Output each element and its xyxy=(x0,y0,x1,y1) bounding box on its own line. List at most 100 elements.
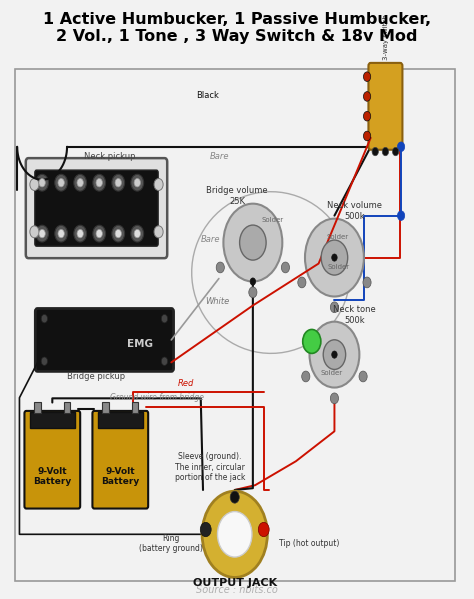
Text: 9-Volt
Battery: 9-Volt Battery xyxy=(33,467,72,486)
Circle shape xyxy=(303,329,321,353)
FancyBboxPatch shape xyxy=(25,411,80,509)
Circle shape xyxy=(323,340,346,370)
FancyBboxPatch shape xyxy=(92,411,148,509)
Circle shape xyxy=(372,147,378,156)
Circle shape xyxy=(161,314,168,323)
Text: Solder: Solder xyxy=(321,370,343,376)
FancyBboxPatch shape xyxy=(102,402,109,413)
Circle shape xyxy=(310,322,359,388)
Text: Tip (hot output): Tip (hot output) xyxy=(279,539,339,548)
FancyBboxPatch shape xyxy=(15,69,455,581)
Circle shape xyxy=(30,226,39,238)
Circle shape xyxy=(39,229,46,238)
Text: OUTPUT JACK: OUTPUT JACK xyxy=(192,579,277,588)
Text: Solder: Solder xyxy=(328,264,350,270)
Circle shape xyxy=(218,512,252,557)
Text: Solder: Solder xyxy=(326,234,348,240)
Circle shape xyxy=(77,179,83,187)
Text: 3-way switch: 3-way switch xyxy=(383,14,389,60)
Circle shape xyxy=(41,357,47,365)
Circle shape xyxy=(131,225,144,242)
Text: 1 Active Humbucker, 1 Passive Humbucker,
2 Vol., 1 Tone , 3 Way Switch & 18v Mod: 1 Active Humbucker, 1 Passive Humbucker,… xyxy=(43,12,431,44)
Circle shape xyxy=(154,226,163,238)
Circle shape xyxy=(397,142,405,152)
Circle shape xyxy=(36,174,48,191)
Circle shape xyxy=(55,225,67,242)
Circle shape xyxy=(93,174,106,191)
Circle shape xyxy=(321,240,348,275)
Circle shape xyxy=(74,225,87,242)
FancyBboxPatch shape xyxy=(64,402,70,413)
Text: Solder: Solder xyxy=(262,217,284,223)
Text: Neck volume
500k: Neck volume 500k xyxy=(328,201,383,220)
Circle shape xyxy=(282,262,290,273)
Circle shape xyxy=(115,229,121,238)
Text: Ground wire from bridge: Ground wire from bridge xyxy=(110,392,204,402)
Circle shape xyxy=(74,174,87,191)
Circle shape xyxy=(332,351,337,358)
Circle shape xyxy=(382,147,389,156)
Circle shape xyxy=(161,357,168,365)
Circle shape xyxy=(298,277,306,288)
Circle shape xyxy=(364,131,371,141)
Text: Bridge pickup: Bridge pickup xyxy=(67,371,126,381)
Circle shape xyxy=(364,111,371,121)
Circle shape xyxy=(115,179,121,187)
Circle shape xyxy=(216,262,224,273)
Circle shape xyxy=(364,72,371,81)
Text: Neck pickup: Neck pickup xyxy=(84,152,136,162)
Circle shape xyxy=(96,229,102,238)
FancyBboxPatch shape xyxy=(132,402,138,413)
Circle shape xyxy=(36,225,48,242)
Circle shape xyxy=(364,92,371,101)
FancyBboxPatch shape xyxy=(30,412,75,428)
Circle shape xyxy=(77,229,83,238)
Text: Bare: Bare xyxy=(210,152,229,162)
FancyBboxPatch shape xyxy=(26,158,167,258)
Circle shape xyxy=(392,147,399,156)
Circle shape xyxy=(55,174,67,191)
Circle shape xyxy=(202,491,267,577)
Circle shape xyxy=(330,302,338,313)
Circle shape xyxy=(305,219,364,297)
Circle shape xyxy=(131,174,144,191)
Text: Source : nbits.co: Source : nbits.co xyxy=(196,585,278,595)
Circle shape xyxy=(330,393,338,404)
Circle shape xyxy=(363,277,371,288)
Circle shape xyxy=(134,229,140,238)
FancyBboxPatch shape xyxy=(36,308,173,371)
Circle shape xyxy=(201,522,211,537)
FancyBboxPatch shape xyxy=(35,402,41,413)
Circle shape xyxy=(397,211,405,220)
Circle shape xyxy=(249,287,257,298)
Circle shape xyxy=(239,225,266,260)
Circle shape xyxy=(302,371,310,382)
Circle shape xyxy=(58,229,64,238)
FancyBboxPatch shape xyxy=(35,170,158,246)
Text: Neck tone
500k: Neck tone 500k xyxy=(334,305,376,325)
Circle shape xyxy=(250,278,255,285)
Circle shape xyxy=(41,314,47,323)
Text: Red: Red xyxy=(178,379,194,388)
Circle shape xyxy=(134,179,140,187)
Circle shape xyxy=(230,491,239,503)
Text: Bare: Bare xyxy=(201,235,220,244)
Circle shape xyxy=(96,179,102,187)
FancyBboxPatch shape xyxy=(98,412,143,428)
Circle shape xyxy=(332,254,337,261)
Circle shape xyxy=(154,179,163,190)
Circle shape xyxy=(223,204,283,282)
Text: EMG: EMG xyxy=(127,340,153,349)
Circle shape xyxy=(93,225,106,242)
Circle shape xyxy=(359,371,367,382)
FancyBboxPatch shape xyxy=(368,63,402,150)
Text: Bridge volume
25K: Bridge volume 25K xyxy=(206,186,268,205)
Text: Sleeve (ground).
The inner, circular
portion of the jack: Sleeve (ground). The inner, circular por… xyxy=(174,452,245,482)
Circle shape xyxy=(58,179,64,187)
Text: Black: Black xyxy=(196,90,219,100)
Text: White: White xyxy=(205,297,229,306)
Circle shape xyxy=(112,174,125,191)
Circle shape xyxy=(112,225,125,242)
Circle shape xyxy=(39,179,46,187)
Text: Ring
(battery ground): Ring (battery ground) xyxy=(139,534,203,553)
